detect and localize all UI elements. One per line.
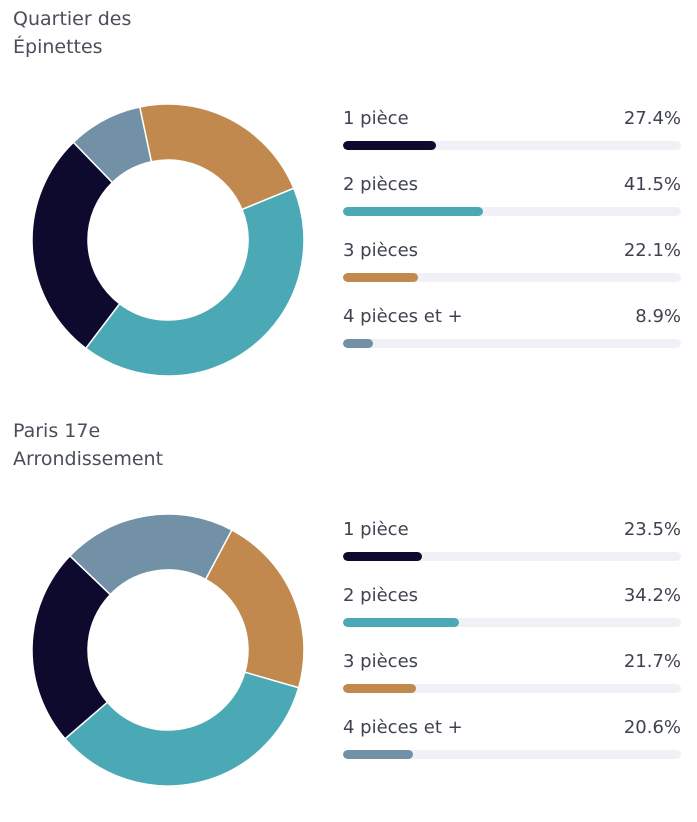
bar [343,618,459,627]
donut-slice [72,106,153,184]
legend-value: 8.9% [635,306,681,327]
chart-section: 1 pièce 27.4% 2 pièces 41.5% 3 pièces 22.1% 4 … [13,8,681,377]
legend-label: 2 pièces [343,174,419,195]
bar-track [343,207,681,216]
chart-section: 1 pièce 23.5% 2 pièces 34.2% 3 pièces 21.7% 4 … [0,411,697,822]
donut-slice [84,187,305,377]
legend-value: 20.6% [623,717,681,738]
chart-title: Paris 17e Arrondissement [13,420,164,470]
bar [343,207,484,216]
legend-value: 23.5% [623,519,681,540]
legend-label: 4 pièces et + [343,306,463,327]
legend-value: 34.2% [623,585,681,606]
legend-value: 21.7% [623,651,681,672]
legend-label: 1 pièce [343,108,409,129]
donut [31,103,305,377]
bar [343,273,418,282]
bar-track [343,618,681,627]
donut-slice [31,141,121,350]
bar-track [343,750,681,759]
bar [343,750,413,759]
bar [343,339,374,348]
legend-value: 22.1% [623,240,681,261]
bar [343,552,423,561]
bar [343,684,417,693]
legend-label: 3 pièces [343,651,419,672]
donut-slice [138,103,295,211]
legend-label: 1 pièce [343,519,409,540]
legend-value: 41.5% [623,174,681,195]
bar [343,141,436,150]
donut-slice [63,671,300,787]
donut [31,513,305,787]
bar-track [343,339,681,348]
legend-label: 4 pièces et + [343,717,463,738]
chart-title: Quartier des Épinettes [13,8,132,58]
legend-label: 3 pièces [343,240,419,261]
donut-slice [31,554,112,740]
bar-track [343,141,681,150]
bar-track [343,684,681,693]
legend-value: 27.4% [623,108,681,129]
bar-track [343,273,681,282]
donut-slice [68,513,233,596]
donut-slice [204,528,305,689]
page: {"chart_data": [ {"type": "pie", "title"… [13,8,681,786]
legend-label: 2 pièces [343,585,419,606]
bar-track [343,552,681,561]
